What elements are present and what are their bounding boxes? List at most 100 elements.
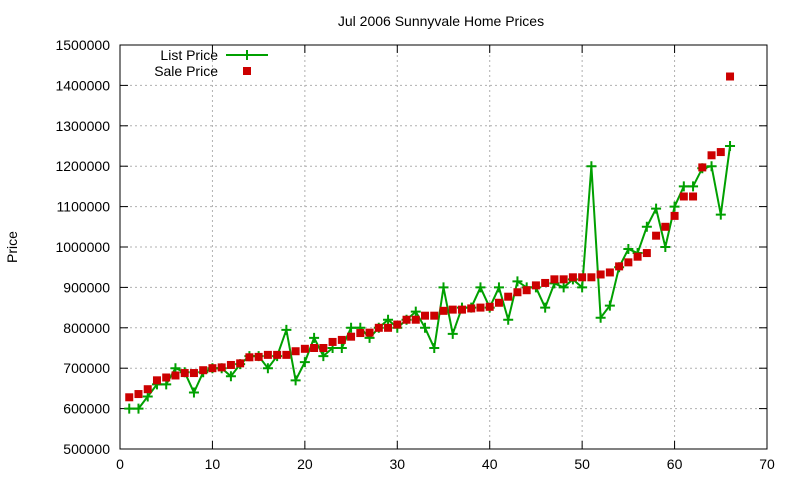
sale-price-point [143,385,152,394]
sale-price-point [402,315,411,324]
sale-price-point [384,323,393,332]
sale-price-point [236,359,245,368]
list-price-point [669,201,680,212]
sale-price-point [707,151,716,160]
sale-price-point [199,366,208,375]
sale-price-point [171,371,180,380]
list-price-point [420,322,431,333]
grid-lines [120,45,767,449]
list-price-point [299,357,310,368]
sale-price-point [476,303,485,312]
sale-price-point [217,363,226,372]
sale-price-point [698,163,707,172]
legend-marker-sale-price [243,67,251,75]
sale-price-point [504,292,513,301]
x-tick-label: 0 [116,456,124,472]
sale-price-point [152,376,161,385]
list-price-point [475,282,486,293]
x-tick-label: 70 [759,456,775,472]
legend: List Price Sale Price [154,47,268,79]
sale-price-point [494,298,503,307]
sale-price-point [670,211,679,220]
sale-price-point [624,258,633,267]
sale-price-point [550,275,559,284]
list-price-point [493,282,504,293]
sale-price-point [125,393,134,402]
sale-price-point [652,231,661,240]
sale-price-point [365,328,374,337]
sale-price-point [411,315,420,324]
y-tick-label: 1300000 [55,118,110,134]
sale-price-point [485,302,494,311]
list-price-point [678,181,689,192]
list-price-point [540,302,551,313]
list-price-point [651,203,662,214]
series-list-price [124,141,736,414]
legend-plus-marker [242,50,252,60]
list-price-point [336,343,347,353]
x-tick-label: 40 [482,456,498,472]
sale-price-point [716,148,725,157]
y-tick-label: 1100000 [57,199,111,215]
list-price-point [383,314,394,325]
sale-price-point [134,390,143,399]
sale-price-point [291,347,300,356]
list-price-point [512,276,523,287]
sale-price-point [689,192,698,201]
sale-price-point [605,268,614,277]
sale-price-point [328,337,337,346]
sale-price-point [254,352,263,361]
legend-marker-list-price [242,50,252,60]
list-price-point [262,363,273,374]
sale-price-point [642,249,651,258]
list-price-point [641,221,652,232]
list-price-point [410,306,421,317]
x-tick-label: 60 [667,456,683,472]
list-price-point [188,387,199,398]
sale-price-point [273,350,282,359]
sale-price-point [559,275,568,284]
x-tick-label: 30 [389,456,405,472]
sale-price-point [661,222,670,231]
list-price-point [290,375,301,386]
list-price-point [604,300,615,311]
sale-price-point [180,369,189,378]
sale-price-point [245,353,254,362]
x-tick-label: 50 [574,456,590,472]
sale-price-point [356,329,365,338]
y-tick-label: 1000000 [55,239,110,255]
y-axis-label: Price [4,231,20,263]
y-tick-label: 600000 [63,401,110,417]
sale-price-point [587,273,596,282]
sale-price-point [439,306,448,315]
list-price-point [706,161,717,172]
sale-price-point [430,311,439,320]
list-price-point [586,161,597,172]
sale-price-point [531,281,540,290]
y-tick-label: 800000 [63,320,110,336]
sale-price-point [467,304,476,313]
list-price-point [595,312,606,323]
sale-price-point [310,344,319,352]
sale-price-point [596,270,605,279]
sale-price-point [633,252,642,261]
sale-price-point [319,344,328,352]
list-price-point [660,242,671,252]
sale-price-point [393,320,402,329]
list-price-point [688,181,699,192]
sale-price-point [189,369,198,378]
sale-price-point [337,335,346,344]
list-price-point [133,403,144,414]
sale-price-point [421,311,430,320]
list-price-point [124,403,135,414]
x-tick-label: 20 [297,456,313,472]
chart-title: Jul 2006 Sunnyvale Home Prices [338,13,544,29]
y-tick-label: 1400000 [55,77,110,93]
list-price-point [715,209,726,220]
sale-price-point [374,323,383,332]
y-tick-label: 900000 [63,279,110,295]
series-layer [124,72,736,414]
list-price-point [346,322,357,333]
list-price-point [438,282,449,293]
